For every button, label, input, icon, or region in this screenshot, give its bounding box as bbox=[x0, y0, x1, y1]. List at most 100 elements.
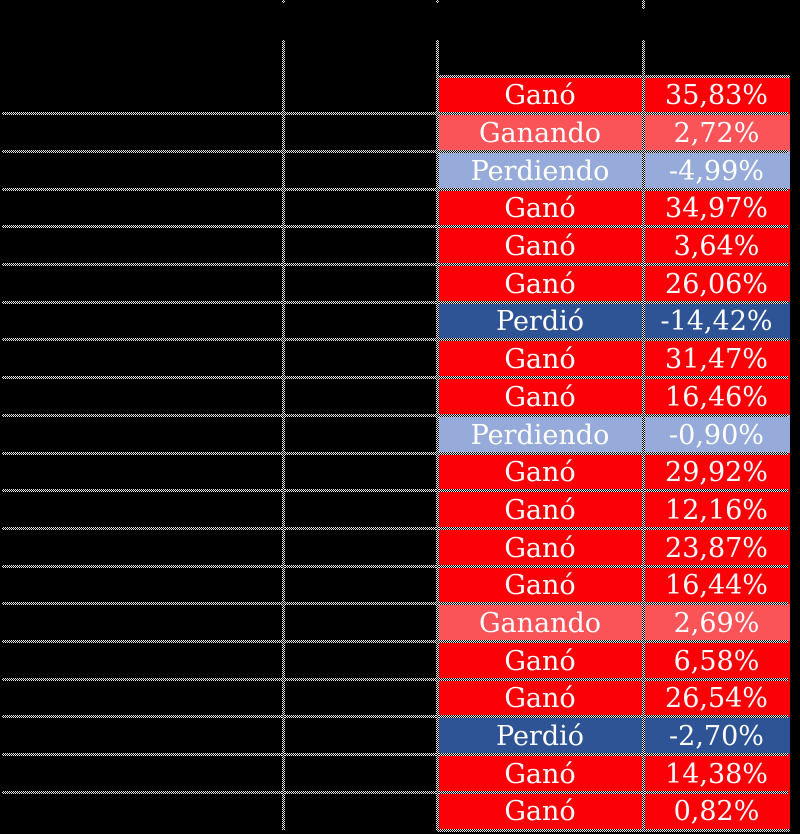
hidden-cell[interactable] bbox=[0, 264, 283, 303]
hidden-cell[interactable] bbox=[283, 113, 437, 152]
table-row: Perdió -14,42% bbox=[0, 302, 790, 340]
hidden-cell[interactable] bbox=[0, 754, 283, 793]
percent-cell[interactable]: 23,87% bbox=[643, 528, 790, 566]
status-cell[interactable]: Ganó bbox=[437, 377, 643, 416]
percent-cell[interactable]: 16,46% bbox=[643, 377, 790, 416]
status-cell[interactable]: Ganó bbox=[437, 339, 643, 378]
hidden-cell[interactable] bbox=[283, 792, 437, 830]
status-cell[interactable]: Ganó bbox=[437, 641, 643, 679]
hidden-cell[interactable] bbox=[283, 490, 437, 529]
hidden-cell[interactable] bbox=[283, 339, 437, 378]
percent-cell[interactable]: 29,92% bbox=[643, 452, 790, 491]
percent-cell[interactable]: -0,90% bbox=[643, 415, 790, 453]
status-cell[interactable]: Ganó bbox=[437, 754, 643, 793]
hidden-cell[interactable] bbox=[0, 565, 283, 604]
status-cell[interactable]: Ganó bbox=[437, 565, 643, 604]
status-cell[interactable]: Ganando bbox=[437, 113, 643, 152]
gridline bbox=[282, 0, 285, 3]
percent-cell[interactable]: -4,99% bbox=[643, 151, 790, 190]
status-cell[interactable]: Ganó bbox=[437, 528, 643, 566]
hidden-cell[interactable] bbox=[283, 302, 437, 340]
hidden-cell[interactable] bbox=[0, 452, 283, 491]
percent-cell[interactable]: 2,72% bbox=[643, 113, 790, 152]
percent-cell[interactable]: -2,70% bbox=[643, 716, 790, 755]
percent-cell[interactable]: 16,44% bbox=[643, 565, 790, 604]
percent-cell[interactable]: 14,38% bbox=[643, 754, 790, 793]
status-cell[interactable]: Perdió bbox=[437, 716, 643, 755]
status-cell[interactable]: Ganó bbox=[437, 679, 643, 717]
percent-cell[interactable]: 26,54% bbox=[643, 679, 790, 717]
status-cell[interactable]: Ganó bbox=[437, 226, 643, 265]
hidden-cell[interactable] bbox=[0, 226, 283, 265]
hidden-cell[interactable] bbox=[283, 264, 437, 303]
table-row: Ganó 3,64% bbox=[0, 226, 790, 265]
percent-cell[interactable]: 34,97% bbox=[643, 189, 790, 227]
hidden-cell[interactable] bbox=[0, 603, 283, 642]
hidden-cell[interactable] bbox=[0, 679, 283, 717]
table-row: Ganando 2,69% bbox=[0, 603, 790, 642]
percent-cell[interactable]: 26,06% bbox=[643, 264, 790, 303]
table-row: Perdiendo -0,90% bbox=[0, 415, 790, 453]
hidden-cell[interactable] bbox=[0, 302, 283, 340]
status-cell[interactable]: Ganando bbox=[437, 603, 643, 642]
status-cell[interactable]: Ganó bbox=[437, 189, 643, 227]
table-row: Ganó 6,58% bbox=[0, 641, 790, 679]
percent-cell[interactable]: 0,82% bbox=[643, 792, 790, 830]
table-row: Ganó 23,87% bbox=[0, 528, 790, 566]
hidden-cell[interactable] bbox=[0, 528, 283, 566]
hidden-cell[interactable] bbox=[283, 754, 437, 793]
gridline bbox=[642, 0, 645, 9]
hidden-cell[interactable] bbox=[0, 113, 283, 152]
hidden-cell[interactable] bbox=[283, 151, 437, 190]
status-cell[interactable]: Perdiendo bbox=[437, 415, 643, 453]
table-row: Ganó 26,06% bbox=[0, 264, 790, 303]
hidden-cell[interactable] bbox=[283, 226, 437, 265]
percent-cell[interactable]: 31,47% bbox=[643, 339, 790, 378]
hidden-cell[interactable] bbox=[283, 377, 437, 416]
status-cell[interactable]: Ganó bbox=[437, 792, 643, 830]
hidden-cell[interactable] bbox=[0, 189, 283, 227]
hidden-cell[interactable] bbox=[283, 452, 437, 491]
status-cell[interactable]: Ganó bbox=[437, 452, 643, 491]
hidden-cell[interactable] bbox=[283, 189, 437, 227]
table-row: Ganó 14,38% bbox=[0, 754, 790, 793]
hidden-cell[interactable] bbox=[0, 792, 283, 830]
status-cell[interactable]: Ganó bbox=[437, 264, 643, 303]
hidden-cell[interactable] bbox=[0, 641, 283, 679]
status-cell[interactable]: Perdió bbox=[437, 302, 643, 340]
status-cell[interactable]: Ganó bbox=[437, 76, 643, 114]
hidden-cell[interactable] bbox=[0, 339, 283, 378]
percent-cell[interactable]: 3,64% bbox=[643, 226, 790, 265]
hidden-cell[interactable] bbox=[0, 716, 283, 755]
percent-cell[interactable]: 12,16% bbox=[643, 490, 790, 529]
hidden-cell[interactable] bbox=[283, 528, 437, 566]
hidden-cell[interactable] bbox=[0, 490, 283, 529]
results-table: Ganó 35,83% Ganando 2,72% Perdiendo -4,9… bbox=[0, 76, 790, 830]
table-row: Ganó 16,44% bbox=[0, 565, 790, 604]
table-row: Ganó 29,92% bbox=[0, 452, 790, 491]
percent-cell[interactable]: 6,58% bbox=[643, 641, 790, 679]
hidden-cell[interactable] bbox=[283, 716, 437, 755]
table-row: Ganando 2,72% bbox=[0, 113, 790, 152]
hidden-cell[interactable] bbox=[283, 603, 437, 642]
hidden-cell[interactable] bbox=[283, 641, 437, 679]
percent-cell[interactable]: -14,42% bbox=[643, 302, 790, 340]
table-row: Ganó 0,82% bbox=[0, 792, 790, 830]
table-row: Ganó 16,46% bbox=[0, 377, 790, 416]
gridline bbox=[436, 0, 439, 3]
status-cell[interactable]: Perdiendo bbox=[437, 151, 643, 190]
hidden-cell[interactable] bbox=[283, 76, 437, 114]
hidden-cell[interactable] bbox=[0, 415, 283, 453]
percent-cell[interactable]: 35,83% bbox=[643, 76, 790, 114]
hidden-cell[interactable] bbox=[283, 415, 437, 453]
status-cell[interactable]: Ganó bbox=[437, 490, 643, 529]
percent-cell[interactable]: 2,69% bbox=[643, 603, 790, 642]
hidden-cell[interactable] bbox=[283, 565, 437, 604]
hidden-cell[interactable] bbox=[283, 679, 437, 717]
hidden-cell[interactable] bbox=[0, 76, 283, 114]
table-row: Ganó 31,47% bbox=[0, 339, 790, 378]
hidden-cell[interactable] bbox=[0, 151, 283, 190]
table-row: Perdiendo -4,99% bbox=[0, 151, 790, 190]
hidden-cell[interactable] bbox=[0, 377, 283, 416]
